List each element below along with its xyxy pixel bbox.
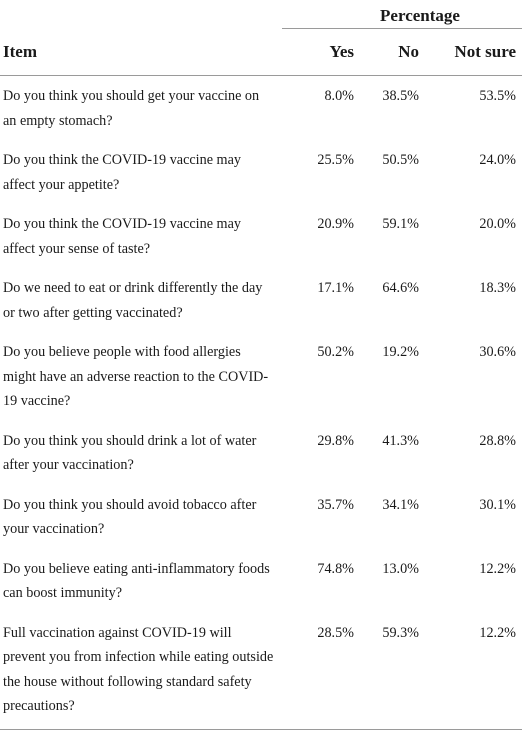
row-item-text: Do you believe eating anti-inflammatory … — [3, 560, 270, 602]
row-item-text: Do you think you should avoid tobacco af… — [3, 496, 257, 538]
row-no-value: 13.0% — [382, 560, 419, 577]
row-yes-value: 17.1% — [317, 280, 354, 296]
row-not-sure-value: 24.0% — [479, 152, 516, 168]
percentage-group-header: Percentage — [282, 0, 522, 29]
table-row: Do you believe eating anti-inflammatory … — [0, 549, 522, 613]
row-no-value: 50.5% — [382, 152, 419, 168]
table-row: Do we need to eat or drink differently t… — [0, 268, 522, 332]
row-item-text: Full vaccination against COVID-19 will p… — [0, 612, 282, 730]
group-header-spacer — [0, 0, 282, 29]
row-yes-value: 74.8% — [317, 560, 354, 577]
row-yes-value: 35.7% — [317, 496, 354, 513]
row-no-value: 59.3% — [360, 612, 425, 730]
row-yes-value: 8.0% — [324, 88, 354, 104]
row-item-text: Do we need to eat or drink differently t… — [3, 280, 263, 321]
row-yes-value: 25.5% — [317, 152, 354, 168]
row-yes-value: 29.8% — [317, 432, 354, 449]
row-no-value: 34.1% — [382, 496, 419, 513]
row-no-value: 41.3% — [382, 432, 419, 449]
row-no-value: 64.6% — [382, 280, 419, 296]
row-not-sure-value: 18.3% — [479, 280, 516, 296]
table-row: Do you think you should get your vaccine… — [0, 76, 522, 141]
row-not-sure-value: 53.5% — [479, 88, 516, 104]
row-no-value: 38.5% — [382, 88, 419, 104]
table-row: Do you think the COVID-19 vaccine may af… — [0, 204, 522, 268]
table-header: Percentage Item Yes No Not sure — [0, 0, 522, 76]
row-no-value: 19.2% — [382, 344, 419, 360]
column-header-not-sure: Not sure — [425, 28, 522, 76]
row-not-sure-value: 20.0% — [479, 216, 516, 232]
row-yes-value: 20.9% — [317, 216, 354, 232]
group-header-row: Percentage — [0, 0, 522, 29]
row-yes-value: 50.2% — [317, 344, 354, 360]
row-item-text: Do you think you should drink a lot of w… — [3, 432, 257, 474]
row-not-sure-value: 12.2% — [425, 612, 522, 730]
row-item-text: Do you think the COVID-19 vaccine may af… — [3, 152, 241, 193]
table-body: Do you think you should get your vaccine… — [0, 76, 522, 730]
column-header-yes: Yes — [282, 28, 360, 76]
row-item-text: Do you believe people with food allergie… — [3, 344, 269, 409]
row-no-value: 59.1% — [382, 216, 419, 232]
row-not-sure-value: 30.1% — [479, 496, 516, 513]
column-header-no: No — [360, 28, 425, 76]
row-not-sure-value: 28.8% — [479, 432, 516, 449]
table-row: Full vaccination against COVID-19 will p… — [0, 612, 522, 730]
table-row: Do you think you should drink a lot of w… — [0, 421, 522, 485]
table-row: Do you believe people with food allergie… — [0, 332, 522, 421]
table-row: Do you think the COVID-19 vaccine may af… — [0, 140, 522, 204]
column-header-item: Item — [0, 28, 282, 76]
row-not-sure-value: 12.2% — [479, 560, 516, 577]
column-header-row: Item Yes No Not sure — [0, 28, 522, 76]
row-item-text: Do you think the COVID-19 vaccine may af… — [3, 216, 241, 257]
row-not-sure-value: 30.6% — [479, 344, 516, 360]
row-yes-value: 28.5% — [282, 612, 360, 730]
row-item-text: Do you think you should get your vaccine… — [3, 88, 260, 129]
table-row: Do you think you should avoid tobacco af… — [0, 485, 522, 549]
